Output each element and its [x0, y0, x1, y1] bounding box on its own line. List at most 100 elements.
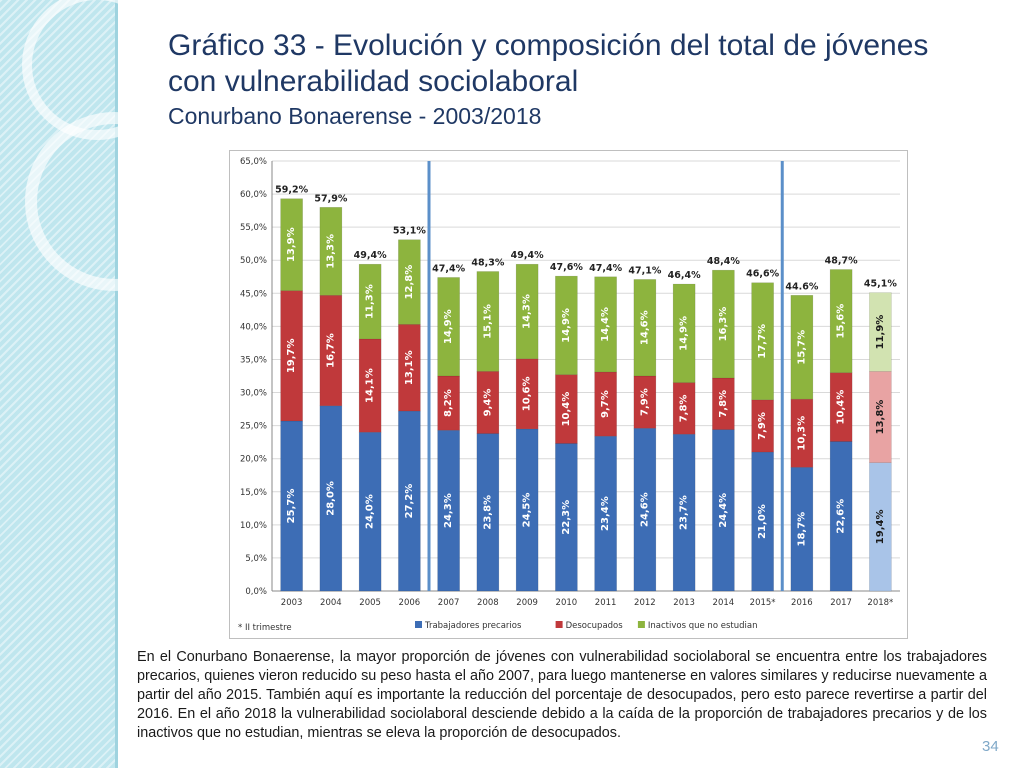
data-label: 24,5%	[522, 493, 533, 528]
title-line-1: Gráfico 33 - Evolución y composición del…	[168, 29, 929, 62]
data-label: 9,4%	[482, 389, 493, 417]
data-label: 28,0%	[325, 481, 336, 516]
total-label: 47,6%	[550, 262, 583, 273]
decorative-ring-middle	[25, 112, 204, 291]
y-tick-label: 10,0%	[240, 521, 267, 531]
y-tick-label: 25,0%	[240, 422, 267, 432]
x-tick-label: 2018*	[867, 598, 893, 608]
bar-inactivos-que-no-estudian	[594, 276, 617, 373]
total-label: 49,4%	[354, 250, 387, 261]
x-tick-label: 2008	[477, 598, 499, 608]
bar-inactivos-que-no-estudian	[398, 239, 421, 325]
bar-inactivos-que-no-estudian	[672, 283, 696, 383]
data-label: 15,6%	[836, 304, 847, 339]
data-label: 22,3%	[561, 500, 572, 535]
x-tick-label: 2007	[438, 598, 460, 608]
y-tick-label: 40,0%	[240, 322, 267, 332]
y-tick-label: 30,0%	[240, 389, 267, 399]
data-label: 15,7%	[796, 330, 807, 365]
data-label: 14,4%	[600, 307, 611, 342]
data-label: 16,3%	[718, 307, 729, 342]
x-tick-label: 2009	[516, 598, 538, 608]
data-label: 25,7%	[286, 489, 297, 524]
total-label: 48,7%	[825, 255, 858, 266]
data-label: 22,6%	[836, 499, 847, 534]
slide-subtitle: Conurbano Bonaerense - 2003/2018	[168, 103, 542, 129]
decorative-side-line	[115, 0, 118, 768]
bar-inactivos-que-no-estudian	[869, 292, 892, 372]
total-label: 48,3%	[471, 257, 504, 268]
data-label: 13,9%	[286, 227, 297, 262]
bar-desocupados	[515, 358, 539, 430]
legend-swatch	[555, 621, 563, 628]
y-tick-label: 5,0%	[245, 554, 267, 564]
x-tick-label: 2013	[673, 598, 695, 608]
data-label: 10,3%	[796, 416, 807, 451]
data-label: 14,9%	[561, 308, 572, 343]
x-tick-label: 2005	[359, 598, 381, 608]
bar-inactivos-que-no-estudian	[751, 282, 774, 401]
x-tick-label: 2004	[320, 598, 342, 608]
bar-inactivos-que-no-estudian	[515, 263, 539, 360]
bar-inactivos-que-no-estudian	[358, 263, 382, 340]
data-label: 19,7%	[286, 338, 297, 373]
data-label: 14,3%	[522, 294, 533, 329]
data-label: 11,9%	[875, 315, 886, 350]
data-label: 7,8%	[718, 390, 729, 418]
y-tick-label: 35,0%	[240, 355, 267, 365]
y-tick-label: 65,0%	[240, 157, 267, 167]
total-label: 53,1%	[393, 226, 426, 237]
y-tick-label: 50,0%	[240, 256, 267, 266]
data-label: 10,4%	[836, 390, 847, 425]
data-label: 23,4%	[600, 496, 611, 531]
data-label: 10,6%	[522, 377, 533, 412]
data-label: 19,4%	[875, 509, 886, 544]
y-tick-label: 45,0%	[240, 289, 267, 299]
chart-footnote: * II trimestre	[238, 623, 292, 633]
description-paragraph: En el Conurbano Bonaerense, la mayor pro…	[137, 649, 987, 741]
bar-inactivos-que-no-estudian	[319, 207, 343, 296]
data-label: 7,8%	[679, 395, 690, 423]
total-label: 46,6%	[746, 269, 779, 280]
total-label: 47,4%	[589, 263, 622, 274]
total-label: 59,2%	[275, 185, 308, 196]
data-label: 14,1%	[365, 368, 376, 403]
x-tick-label: 2011	[595, 598, 617, 608]
data-label: 9,7%	[600, 390, 611, 418]
y-tick-label: 15,0%	[240, 488, 267, 498]
data-label: 10,4%	[561, 392, 572, 427]
legend-swatch	[637, 621, 645, 628]
data-label: 13,3%	[325, 234, 336, 269]
data-label: 24,3%	[443, 493, 454, 528]
bar-inactivos-que-no-estudian	[555, 275, 578, 375]
bar-desocupados	[319, 294, 343, 407]
x-tick-label: 2003	[281, 598, 303, 608]
data-label: 7,9%	[757, 412, 768, 440]
x-tick-label: 2014	[713, 598, 735, 608]
bar-inactivos-que-no-estudian	[437, 277, 460, 377]
legend-swatch	[415, 621, 422, 628]
title-line-2: con vulnerabilidad sociolaboral	[168, 65, 579, 98]
bar-inactivos-que-no-estudian	[790, 294, 814, 400]
data-label: 13,8%	[875, 400, 886, 435]
bar-desocupados	[555, 374, 578, 444]
bar-inactivos-que-no-estudian	[633, 279, 657, 377]
total-label: 47,1%	[628, 265, 661, 276]
bar-trabajadores-precarios	[594, 435, 617, 592]
bar-inactivos-que-no-estudian	[829, 269, 853, 373]
stacked-bar-chart: 0,0% 5,0% 10,0% 15,0% 20,0% 25,0% 30,0% 35,0% 40…	[238, 157, 900, 633]
total-label: 57,9%	[314, 193, 347, 204]
total-label: 47,4%	[432, 263, 465, 274]
legend-label: Inactivos que no estudian	[648, 621, 758, 631]
bar-inactivos-que-no-estudian	[280, 198, 303, 291]
total-label: 49,4%	[511, 250, 544, 261]
total-label: 45,1%	[864, 279, 897, 290]
data-label: 24,0%	[365, 494, 376, 529]
data-label: 17,7%	[757, 324, 768, 359]
y-tick-label: 60,0%	[240, 190, 267, 200]
data-label: 14,9%	[679, 316, 690, 351]
x-tick-label: 2016	[791, 598, 813, 608]
legend-label: Desocupados	[566, 621, 624, 631]
data-label: 18,7%	[796, 512, 807, 547]
total-label: 44.6%	[785, 281, 818, 292]
